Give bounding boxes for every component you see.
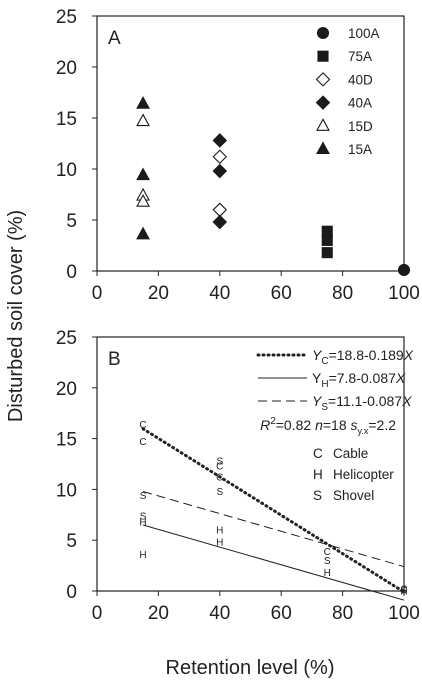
point-C: C	[139, 437, 146, 448]
point-S: S	[216, 456, 223, 467]
panel-b-frame	[96, 336, 405, 592]
panel-b-ticks: 0 20 40 60 80 100 0 5 10 15 20 25	[56, 328, 420, 624]
point-S: S	[140, 511, 147, 522]
point-15D	[136, 193, 150, 207]
eq-shovel: YS=11.1-0.087X	[312, 393, 412, 413]
key-code-C: C	[313, 446, 323, 461]
panel-a-ticks: 0 20 40 60 80 100 0 5 10 15 20 25	[56, 7, 420, 304]
point-75A	[321, 225, 333, 237]
panel-b-equations: YC=18.8-0.189X YH=7.8-0.087X YS=11.1-0.0…	[256, 347, 414, 436]
point-S: S	[401, 585, 408, 596]
point-40D	[212, 149, 228, 165]
panel-a-marks	[136, 96, 411, 277]
panel-b-xtick-label: 20	[148, 603, 169, 624]
legend-label-15A: 15A	[348, 142, 372, 157]
panel-b-ytick-label: 10	[56, 480, 77, 501]
panel-b-ytick-label: 5	[66, 531, 77, 552]
key-label-helicopter: Helicopter	[333, 467, 394, 482]
panel-b-ytick-label: 0	[66, 582, 77, 603]
panel-b-ytick-label: 20	[56, 379, 77, 400]
panel-a-letter: A	[108, 28, 121, 49]
point-H: H	[139, 550, 146, 561]
legend-label-100A: 100A	[348, 26, 380, 41]
panel-b-xtick-label: 40	[209, 603, 230, 624]
point-75A	[321, 234, 333, 246]
panel-a-ytick-label: 15	[56, 109, 77, 130]
key-code-S: S	[313, 488, 322, 503]
point-75A	[321, 247, 333, 259]
point-H: H	[139, 517, 146, 528]
point-C: C	[216, 473, 223, 484]
point-15A	[136, 226, 150, 240]
panel-b-xtick-label: 80	[332, 603, 353, 624]
legend-marker-75A	[317, 50, 329, 62]
point-H: H	[216, 526, 223, 537]
key-label-shovel: Shovel	[333, 488, 374, 503]
point-C: C	[139, 420, 146, 431]
panel-a-ytick-label: 25	[56, 7, 77, 28]
panel-a-legend: 100A 75A 40D 40A 15D 15A	[315, 26, 380, 157]
panel-b-xtick-label: 0	[92, 603, 103, 624]
legend-marker-15D	[316, 118, 330, 131]
fit-line-helicopter	[142, 524, 405, 601]
panel-a-ytick-label: 20	[56, 58, 77, 79]
point-C: C	[400, 584, 407, 595]
point-H: H	[400, 587, 407, 598]
panel-b-lines	[141, 427, 406, 601]
panel-a-frame	[96, 15, 405, 272]
legend-marker-40D	[315, 72, 331, 87]
panel-a-xtick-label: 0	[92, 283, 103, 304]
y-axis-title: Disturbed soil cover (%)	[5, 210, 27, 422]
point-40A	[212, 163, 228, 179]
eq-cable: YC=18.8-0.189X	[312, 347, 414, 367]
point-100A	[397, 263, 411, 277]
legend-label-40D: 40D	[348, 72, 373, 87]
eq-heli: YH=7.8-0.087X	[312, 370, 406, 390]
x-axis-title: Retention level (%)	[166, 657, 335, 679]
key-label-cable: Cable	[333, 446, 368, 461]
legend-label-15D: 15D	[348, 119, 373, 134]
panel-b-xtick-label: 60	[271, 603, 292, 624]
panel-a-ytick-label: 5	[66, 211, 77, 232]
point-S: S	[324, 556, 331, 567]
panel-b-key: C Cable H Helicopter S Shovel	[313, 446, 394, 503]
panel-a-xtick-label: 100	[388, 283, 420, 304]
legend-marker-100A	[316, 26, 330, 40]
point-15D	[136, 113, 150, 127]
point-40A	[212, 214, 228, 230]
point-15A	[136, 96, 150, 109]
panel-a-xtick-label: 40	[209, 283, 230, 304]
point-40D	[212, 202, 228, 218]
legend-label-75A: 75A	[348, 49, 372, 64]
panel-b-ytick-label: 15	[56, 430, 77, 451]
point-C: C	[216, 462, 223, 473]
eq-stats: R2=0.82 n=18 sy.x=2.2	[260, 416, 396, 436]
panel-a-ytick-label: 10	[56, 160, 77, 181]
legend-label-40A: 40A	[348, 96, 372, 111]
point-40A	[212, 133, 228, 148]
fit-line-shovel	[142, 491, 405, 568]
panel-b-ytick-label: 25	[56, 328, 77, 349]
legend-marker-15A	[316, 141, 330, 155]
panel-a: 0 20 40 60 80 100 0 5 10 15 20 25 A 100A 75A 40D 40A 15…	[56, 7, 420, 304]
point-H: H	[216, 538, 223, 549]
point-S: S	[140, 491, 147, 502]
point-C: C	[324, 547, 331, 558]
point-S: S	[216, 487, 223, 498]
panel-a-ytick-label: 0	[66, 262, 77, 283]
panel-b-letter: B	[108, 349, 121, 370]
panel-a-xtick-label: 80	[332, 283, 353, 304]
panel-b-xtick-label: 100	[388, 603, 420, 624]
panel-a-xtick-label: 20	[148, 283, 169, 304]
point-H: H	[324, 568, 331, 579]
legend-marker-40A	[315, 95, 331, 110]
fit-line-cable	[141, 427, 406, 594]
panel-a-xtick-label: 60	[271, 283, 292, 304]
key-code-H: H	[313, 467, 323, 482]
point-15A	[136, 167, 150, 181]
